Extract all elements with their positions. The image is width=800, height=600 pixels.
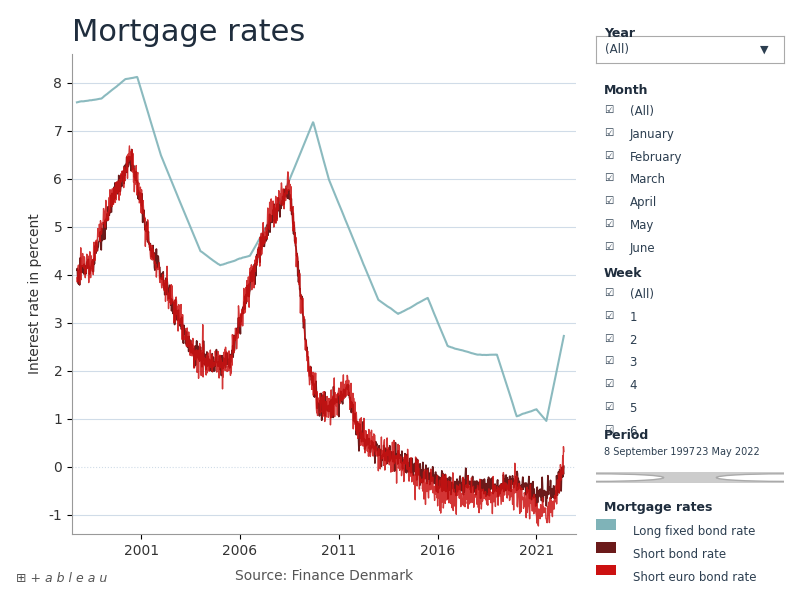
Text: Short euro bond rate: Short euro bond rate [633,571,756,584]
Text: ☑: ☑ [604,356,614,367]
Text: ☑: ☑ [604,311,614,321]
Text: 4: 4 [630,379,637,392]
Text: ☑: ☑ [604,379,614,389]
Text: ☑: ☑ [604,196,614,206]
Text: ▼: ▼ [761,44,769,55]
Text: ☑: ☑ [604,219,614,229]
Text: ⊞ + a b l e a u: ⊞ + a b l e a u [16,572,107,585]
Text: Year: Year [604,27,635,40]
Text: 5: 5 [630,402,637,415]
Text: Week: Week [604,267,642,280]
Circle shape [716,474,800,481]
Text: (All): (All) [630,288,654,301]
Text: ☑: ☑ [604,151,614,161]
Text: 23 May 2022: 23 May 2022 [696,447,760,457]
Text: 1: 1 [630,311,637,324]
Y-axis label: Interest rate in percent: Interest rate in percent [27,214,42,374]
Text: (All): (All) [606,43,630,56]
Text: January: January [630,128,674,141]
Text: February: February [630,151,682,164]
Text: (All): (All) [630,105,654,118]
Text: ☑: ☑ [604,425,614,435]
X-axis label: Source: Finance Denmark: Source: Finance Denmark [235,569,413,583]
Text: Period: Period [604,429,650,442]
Text: ☑: ☑ [604,402,614,412]
Text: June: June [630,242,655,255]
Text: 3: 3 [630,356,637,370]
Text: ☑: ☑ [604,128,614,138]
Text: Month: Month [604,84,649,97]
Circle shape [532,474,664,481]
Text: ☑: ☑ [604,105,614,115]
Text: Long fixed bond rate: Long fixed bond rate [633,525,755,538]
Text: March: March [630,173,666,187]
Text: April: April [630,196,657,209]
Text: ☑: ☑ [604,334,614,344]
Text: Mortgage rates: Mortgage rates [604,501,712,514]
Text: May: May [630,219,654,232]
Text: ☑: ☑ [604,173,614,184]
Text: Short bond rate: Short bond rate [633,548,726,561]
Text: 6: 6 [630,425,637,438]
Text: ☑: ☑ [604,288,614,298]
Text: ☑: ☑ [604,242,614,252]
Text: 2: 2 [630,334,637,347]
Text: 8 September 1997: 8 September 1997 [604,447,695,457]
Text: Mortgage rates: Mortgage rates [72,18,306,47]
